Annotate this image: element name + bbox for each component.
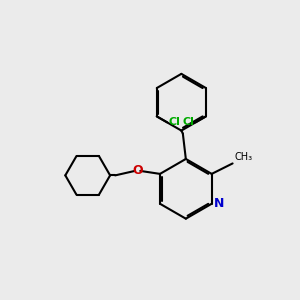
Text: CH₃: CH₃ [234, 152, 252, 162]
Text: Cl: Cl [182, 117, 194, 128]
Text: Cl: Cl [169, 117, 181, 128]
Text: N: N [214, 197, 224, 210]
Text: O: O [132, 164, 143, 177]
